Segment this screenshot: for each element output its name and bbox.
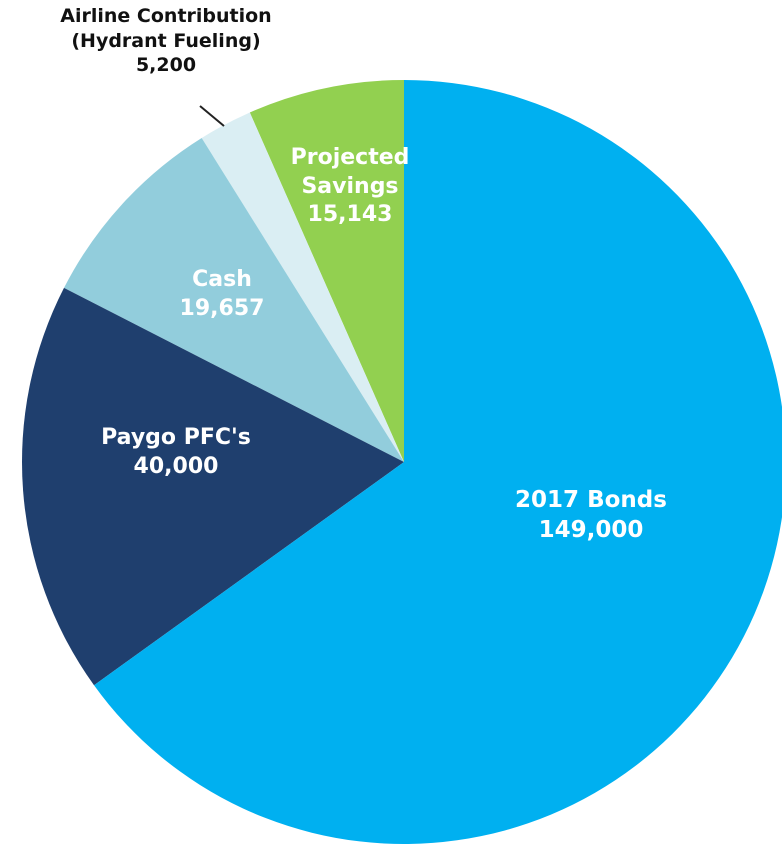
slice-label: 2017 Bonds 149,000 xyxy=(481,486,701,546)
pie-slice xyxy=(21,287,404,686)
pie-slice xyxy=(249,80,404,462)
slice-label: Paygo PFC's 40,000 xyxy=(66,424,286,481)
pie-slice xyxy=(63,137,404,463)
slice-label: Projected Savings 15,143 xyxy=(280,144,420,230)
slice-label: Cash 19,657 xyxy=(142,266,302,323)
value-label: 19,657 xyxy=(179,295,265,321)
slice-label: Airline Contribution (Hydrant Fueling) 5,… xyxy=(41,4,291,78)
pie-slice xyxy=(201,112,404,462)
category-name: Airline Contribution (Hydrant Fueling) xyxy=(60,5,272,52)
value-label: 15,143 xyxy=(307,202,393,228)
value-label: 40,000 xyxy=(133,453,219,479)
value-label: 149,000 xyxy=(538,516,644,543)
category-name: Cash xyxy=(192,267,252,292)
category-name: Projected Savings xyxy=(290,145,410,199)
value-label: 5,200 xyxy=(135,54,197,77)
category-name: 2017 Bonds xyxy=(515,487,667,513)
pie-slice xyxy=(94,80,782,844)
category-name: Paygo PFC's xyxy=(101,425,251,450)
leader-line xyxy=(199,105,225,127)
